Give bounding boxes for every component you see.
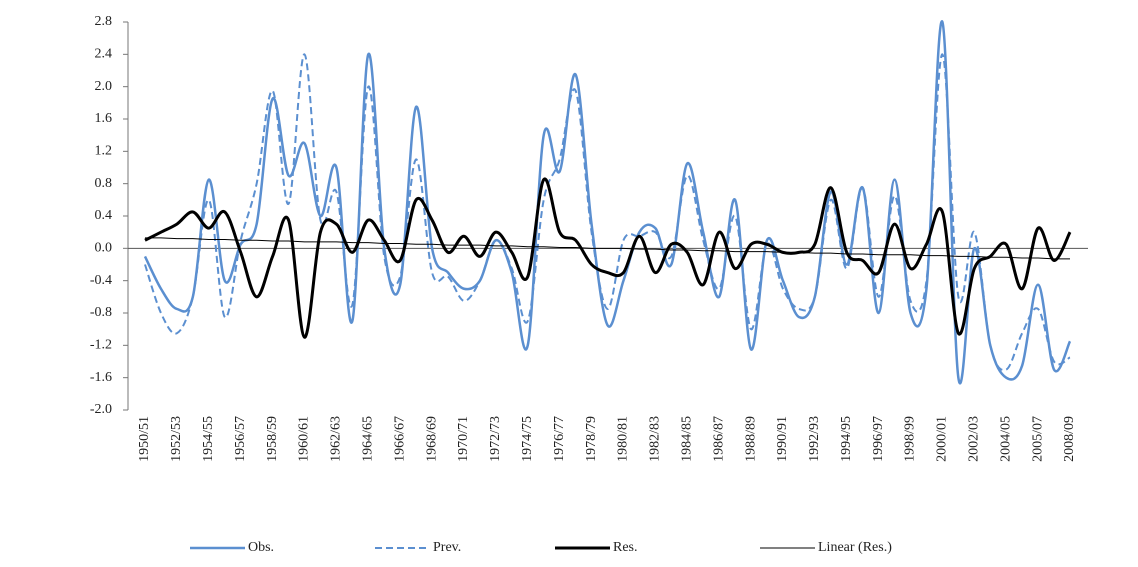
x-tick-label: 1996/97 (871, 416, 886, 462)
line-series (145, 237, 1070, 260)
legend-label: Obs. (248, 540, 274, 555)
x-tick-label: 2008/09 (1062, 416, 1077, 462)
y-tick-label: 1.6 (95, 111, 113, 126)
x-tick-label: 1986/87 (711, 416, 726, 462)
x-tick-label: 1990/91 (775, 416, 790, 462)
x-tick-label: 1980/81 (616, 416, 631, 462)
legend-item: Prev. (375, 540, 461, 555)
y-tick-label: 1.2 (95, 144, 113, 159)
x-tick-label: 1982/83 (648, 416, 663, 462)
y-tick-label: 0.8 (95, 176, 113, 191)
y-tick-label: -0.8 (90, 305, 112, 320)
x-tick-label: 1992/93 (807, 416, 822, 462)
x-tick-label: 1964/65 (360, 416, 375, 462)
y-tick-label: 2.4 (95, 47, 113, 62)
x-tick-label: 1978/79 (584, 416, 599, 462)
legend-label: Prev. (433, 540, 461, 555)
y-tick-label: -1.2 (90, 338, 112, 353)
legend-item: Linear (Res.) (760, 540, 892, 555)
y-tick-label: 0.4 (95, 208, 113, 223)
x-tick-label: 1960/61 (297, 416, 312, 462)
x-tick-label: 1950/51 (137, 416, 152, 462)
x-tick-label: 1976/77 (552, 416, 567, 462)
legend-label: Res. (613, 540, 638, 555)
y-tick-label: -0.4 (90, 273, 112, 288)
x-tick-label: 1988/89 (743, 416, 758, 462)
legend-item: Res. (555, 540, 638, 555)
x-tick-label: 1974/75 (520, 416, 535, 462)
x-tick-label: 1962/63 (329, 416, 344, 462)
x-tick-label: 1972/73 (488, 416, 503, 462)
y-tick-label: 0.0 (95, 241, 113, 256)
line-series (144, 177, 1072, 339)
x-tick-label: 2000/01 (935, 416, 950, 462)
x-tick-label: 1998/99 (903, 416, 918, 462)
x-tick-label: 2004/05 (998, 416, 1013, 462)
legend-item: Obs. (190, 540, 274, 555)
y-tick-label: -1.6 (90, 370, 112, 385)
y-tick-label: 2.8 (95, 14, 113, 29)
x-tick-label: 1954/55 (201, 416, 216, 462)
y-tick-label: 2.0 (95, 79, 113, 94)
x-tick-label: 2005/07 (1030, 416, 1045, 462)
x-tick-label: 1968/69 (424, 416, 439, 462)
x-tick-label: 1984/85 (679, 416, 694, 462)
line-series (144, 53, 1071, 372)
x-tick-label: 1966/67 (392, 416, 407, 462)
y-tick-label: -2.0 (90, 402, 112, 417)
x-tick-label: 1970/71 (456, 416, 471, 462)
legend-label: Linear (Res.) (818, 540, 892, 555)
x-tick-label: 1958/59 (265, 416, 280, 462)
x-tick-label: 1994/95 (839, 416, 854, 462)
x-tick-label: 1956/57 (233, 416, 248, 462)
x-tick-label: 1952/53 (169, 416, 184, 462)
x-tick-label: 2002/03 (967, 416, 982, 462)
